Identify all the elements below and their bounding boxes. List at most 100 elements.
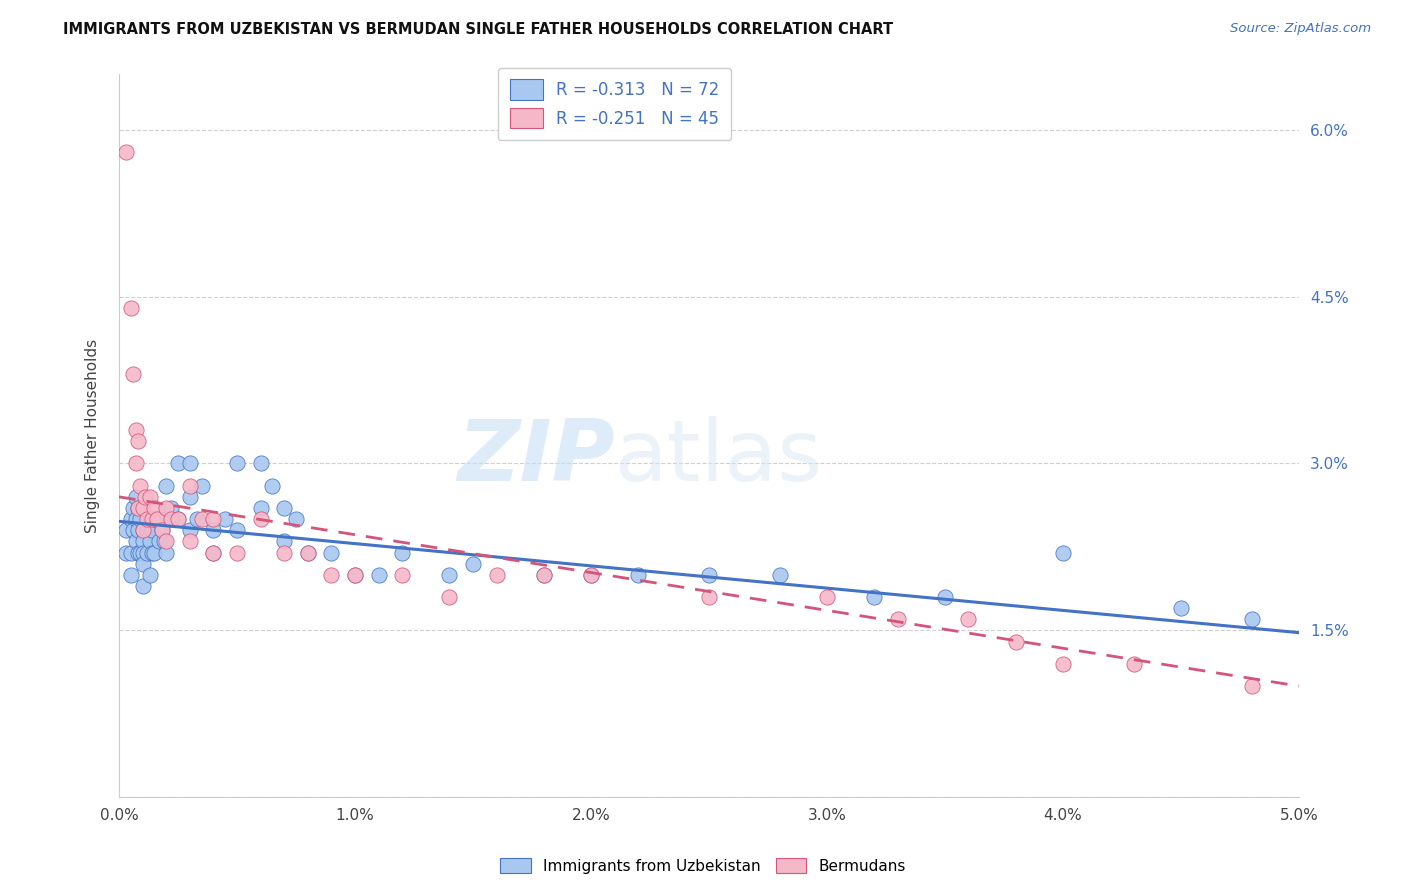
Point	[153, 534, 176, 549]
Point	[249, 457, 271, 471]
Point	[136, 545, 159, 559]
Point	[273, 545, 295, 559]
Point	[439, 590, 461, 604]
Point	[138, 512, 160, 526]
Point	[343, 567, 366, 582]
Point	[297, 545, 319, 559]
Point	[179, 457, 201, 471]
Point	[1170, 601, 1192, 615]
Point	[697, 567, 720, 582]
Point	[127, 545, 149, 559]
Legend: Immigrants from Uzbekistan, Bermudans: Immigrants from Uzbekistan, Bermudans	[494, 852, 912, 880]
Point	[1240, 612, 1263, 626]
Point	[131, 545, 153, 559]
Point	[122, 500, 145, 515]
Point	[485, 567, 508, 582]
Point	[138, 534, 160, 549]
Point	[297, 545, 319, 559]
Point	[579, 567, 602, 582]
Point	[124, 457, 146, 471]
Point	[167, 512, 190, 526]
Point	[141, 523, 163, 537]
Point	[127, 500, 149, 515]
Point	[141, 545, 163, 559]
Point	[190, 512, 212, 526]
Point	[143, 545, 166, 559]
Point	[461, 557, 484, 571]
Point	[122, 523, 145, 537]
Point	[124, 490, 146, 504]
Point	[226, 457, 249, 471]
Point	[1052, 545, 1074, 559]
Point	[202, 512, 225, 526]
Text: ZIP: ZIP	[457, 416, 614, 499]
Point	[120, 567, 142, 582]
Point	[167, 457, 190, 471]
Point	[321, 567, 343, 582]
Point	[202, 545, 225, 559]
Point	[148, 534, 170, 549]
Point	[863, 590, 886, 604]
Point	[179, 490, 201, 504]
Point	[391, 567, 413, 582]
Point	[115, 145, 138, 159]
Point	[321, 545, 343, 559]
Point	[131, 523, 153, 537]
Point	[143, 512, 166, 526]
Legend: R = -0.313   N = 72, R = -0.251   N = 45: R = -0.313 N = 72, R = -0.251 N = 45	[498, 68, 731, 140]
Point	[1240, 679, 1263, 693]
Point	[122, 368, 145, 382]
Point	[127, 500, 149, 515]
Point	[226, 523, 249, 537]
Point	[136, 523, 159, 537]
Point	[120, 545, 142, 559]
Point	[190, 479, 212, 493]
Point	[146, 512, 169, 526]
Point	[815, 590, 838, 604]
Point	[124, 534, 146, 549]
Point	[134, 490, 156, 504]
Text: atlas: atlas	[614, 416, 823, 499]
Point	[249, 500, 271, 515]
Point	[179, 479, 201, 493]
Point	[127, 434, 149, 449]
Point	[131, 534, 153, 549]
Point	[367, 567, 389, 582]
Point	[155, 545, 177, 559]
Point	[249, 512, 271, 526]
Point	[155, 512, 177, 526]
Point	[138, 567, 160, 582]
Point	[138, 490, 160, 504]
Point	[127, 523, 149, 537]
Point	[627, 567, 650, 582]
Y-axis label: Single Father Households: Single Father Households	[86, 339, 100, 533]
Point	[957, 612, 980, 626]
Point	[120, 301, 142, 315]
Point	[167, 512, 190, 526]
Point	[124, 512, 146, 526]
Point	[285, 512, 308, 526]
Point	[150, 523, 173, 537]
Point	[155, 479, 177, 493]
Point	[533, 567, 555, 582]
Point	[179, 523, 201, 537]
Point	[262, 479, 284, 493]
Point	[769, 567, 792, 582]
Point	[146, 512, 169, 526]
Point	[141, 512, 163, 526]
Point	[155, 500, 177, 515]
Point	[179, 534, 201, 549]
Point	[273, 534, 295, 549]
Point	[886, 612, 908, 626]
Point	[131, 523, 153, 537]
Point	[115, 545, 138, 559]
Point	[273, 500, 295, 515]
Point	[202, 545, 225, 559]
Point	[214, 512, 236, 526]
Point	[120, 512, 142, 526]
Point	[186, 512, 208, 526]
Point	[129, 512, 152, 526]
Text: Source: ZipAtlas.com: Source: ZipAtlas.com	[1230, 22, 1371, 36]
Point	[143, 500, 166, 515]
Point	[1004, 634, 1026, 648]
